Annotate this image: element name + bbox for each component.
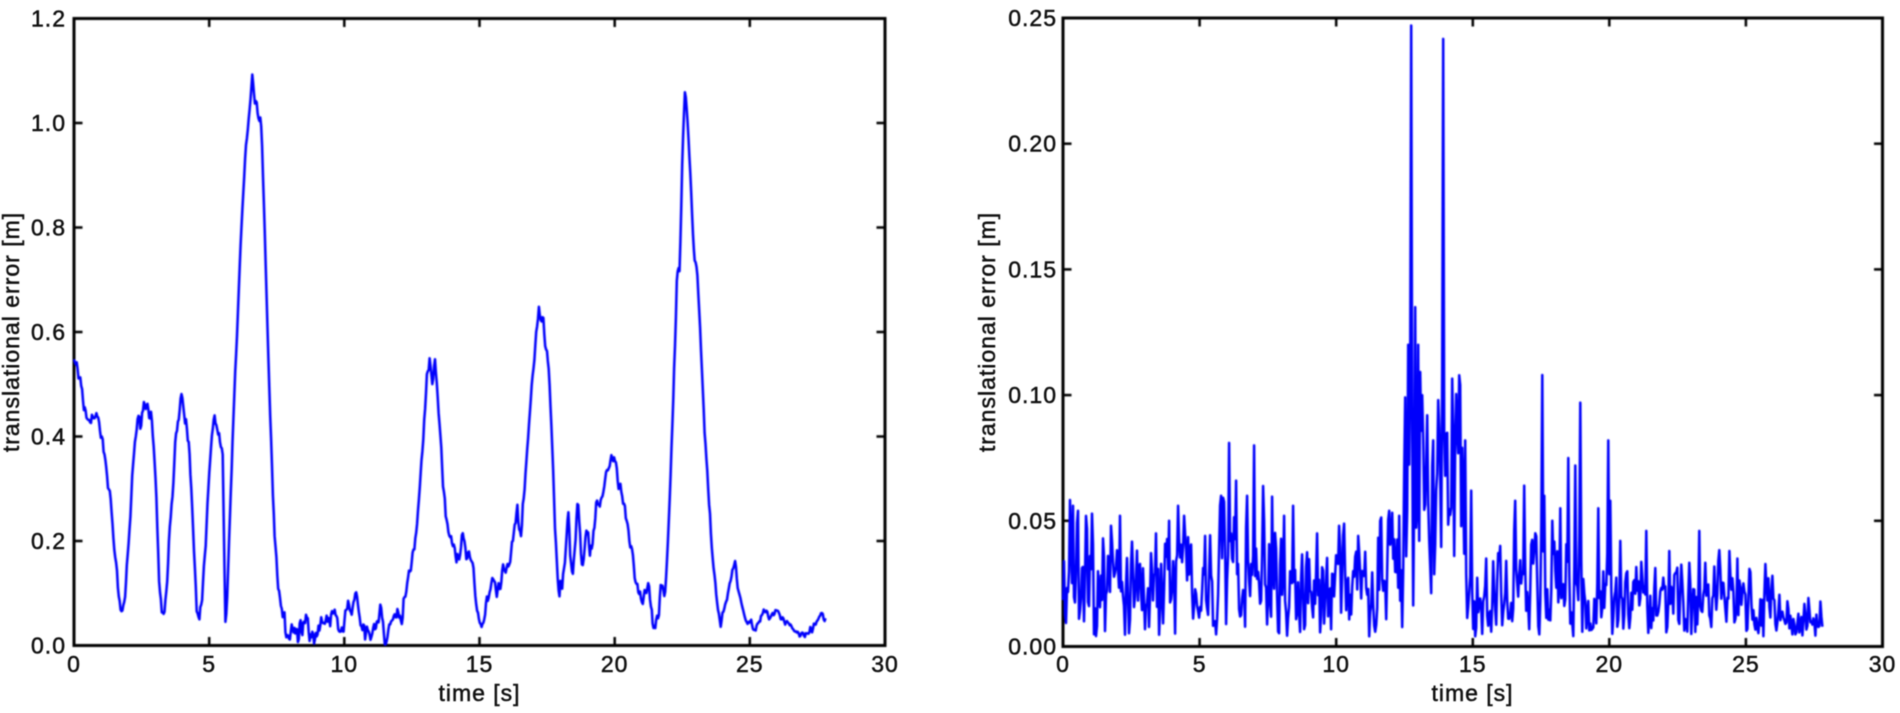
svg-text:20: 20 [1596,651,1624,677]
svg-text:10: 10 [331,651,359,677]
svg-text:20: 20 [601,651,629,677]
svg-text:10: 10 [1322,651,1350,677]
svg-text:time [s]: time [s] [1431,680,1513,706]
svg-text:0.10: 0.10 [1008,382,1057,408]
svg-text:0.6: 0.6 [31,319,66,345]
svg-text:5: 5 [1193,651,1207,677]
svg-text:0.8: 0.8 [31,215,66,241]
svg-text:5: 5 [202,651,216,677]
svg-text:0.4: 0.4 [31,424,66,450]
svg-text:translational error [m]: translational error [m] [974,212,1000,452]
svg-text:0.20: 0.20 [1008,131,1057,157]
svg-text:1.0: 1.0 [31,110,66,136]
svg-text:15: 15 [466,651,494,677]
svg-text:translational error [m]: translational error [m] [0,212,24,452]
svg-text:25: 25 [736,651,764,677]
svg-text:15: 15 [1459,651,1487,677]
svg-text:time [s]: time [s] [438,680,520,706]
svg-text:1.2: 1.2 [31,6,66,32]
svg-text:0: 0 [67,651,81,677]
svg-text:0.25: 0.25 [1008,5,1057,31]
svg-text:30: 30 [1869,651,1897,677]
svg-text:0.05: 0.05 [1008,508,1057,534]
svg-text:0.00: 0.00 [1008,634,1057,660]
svg-text:25: 25 [1732,651,1760,677]
svg-text:0.2: 0.2 [31,528,66,554]
svg-text:30: 30 [871,651,899,677]
svg-text:0.0: 0.0 [31,633,66,659]
svg-text:0.15: 0.15 [1008,256,1057,282]
svg-text:0: 0 [1056,651,1070,677]
